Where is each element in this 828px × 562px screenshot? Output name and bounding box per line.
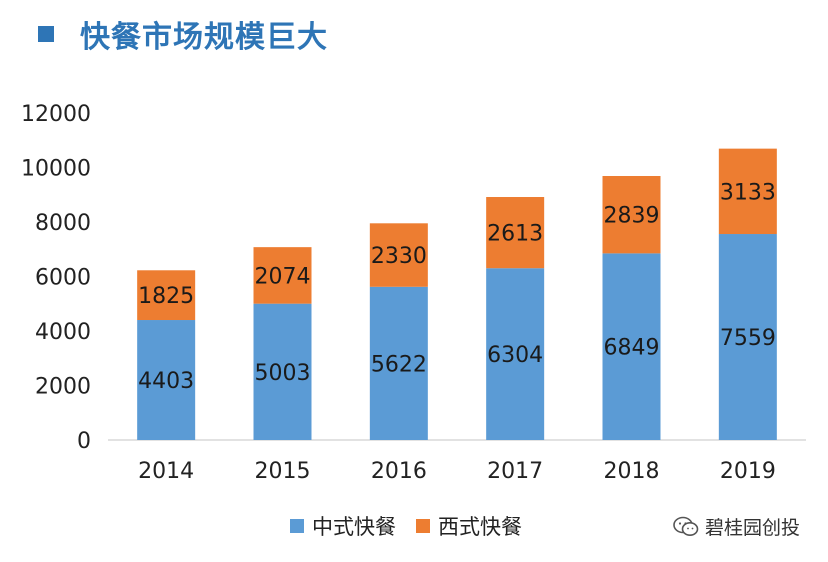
y-tick-label: 6000 — [35, 266, 91, 291]
data-label-western: 3133 — [720, 180, 776, 205]
x-tick-label: 2017 — [487, 459, 543, 484]
bar-western — [137, 270, 196, 321]
bar-western — [369, 223, 428, 287]
y-tick-label: 10000 — [21, 157, 91, 182]
bar-chinese — [718, 234, 777, 440]
wechat-icon — [673, 516, 699, 536]
legend-label-chinese: 中式快餐 — [312, 515, 396, 539]
data-label-chinese: 5003 — [255, 361, 311, 386]
legend-item-western: 西式快餐 — [416, 511, 522, 541]
y-tick-label: 2000 — [35, 375, 91, 400]
bar-western — [718, 148, 777, 235]
legend-swatch-western — [416, 519, 430, 533]
legend-label-western: 西式快餐 — [438, 515, 522, 539]
bar-western — [486, 197, 545, 269]
data-label-chinese: 6304 — [487, 343, 543, 368]
x-tick-label: 2015 — [255, 459, 311, 484]
data-label-chinese: 6849 — [604, 336, 660, 361]
data-label-western: 2839 — [604, 204, 660, 229]
wechat-watermark: 碧桂园创投 — [673, 513, 800, 540]
y-tick-label: 0 — [77, 429, 91, 454]
x-tick-label: 2018 — [604, 459, 660, 484]
bar-western — [602, 176, 661, 254]
slide-header: 快餐市场规模巨大 — [38, 12, 328, 56]
x-tick-label: 2014 — [138, 459, 194, 484]
data-label-chinese: 4403 — [138, 369, 194, 394]
data-label-western: 2330 — [371, 244, 427, 269]
data-label-western: 2613 — [487, 222, 543, 247]
y-tick-label: 8000 — [35, 211, 91, 236]
y-tick-label: 12000 — [21, 102, 91, 127]
watermark-text: 碧桂园创投 — [704, 517, 800, 539]
bar-chinese — [369, 286, 428, 440]
data-label-western: 1825 — [138, 284, 194, 309]
data-label-chinese: 5622 — [371, 352, 427, 377]
data-label-western: 2074 — [255, 264, 311, 289]
data-label-chinese: 7559 — [720, 326, 776, 351]
title-marker — [38, 26, 54, 42]
y-tick-label: 4000 — [35, 320, 91, 345]
x-tick-label: 2019 — [720, 459, 776, 484]
bar-western — [253, 247, 312, 304]
bar-chinese — [253, 303, 312, 440]
bar-chinese — [602, 253, 661, 440]
page-title: 快餐市场规模巨大 — [80, 20, 328, 55]
chart-legend: 中式快餐 西式快餐 — [290, 511, 542, 541]
bar-chinese — [137, 320, 196, 440]
stacked-bar-chart: 0 2000 4000 6000 8000 10000 12000 4403 1825 2014 5… — [21, 102, 806, 484]
legend-swatch-chinese — [290, 519, 304, 533]
bar-chinese — [486, 268, 545, 440]
legend-item-chinese: 中式快餐 — [290, 511, 396, 541]
x-tick-label: 2016 — [371, 459, 427, 484]
